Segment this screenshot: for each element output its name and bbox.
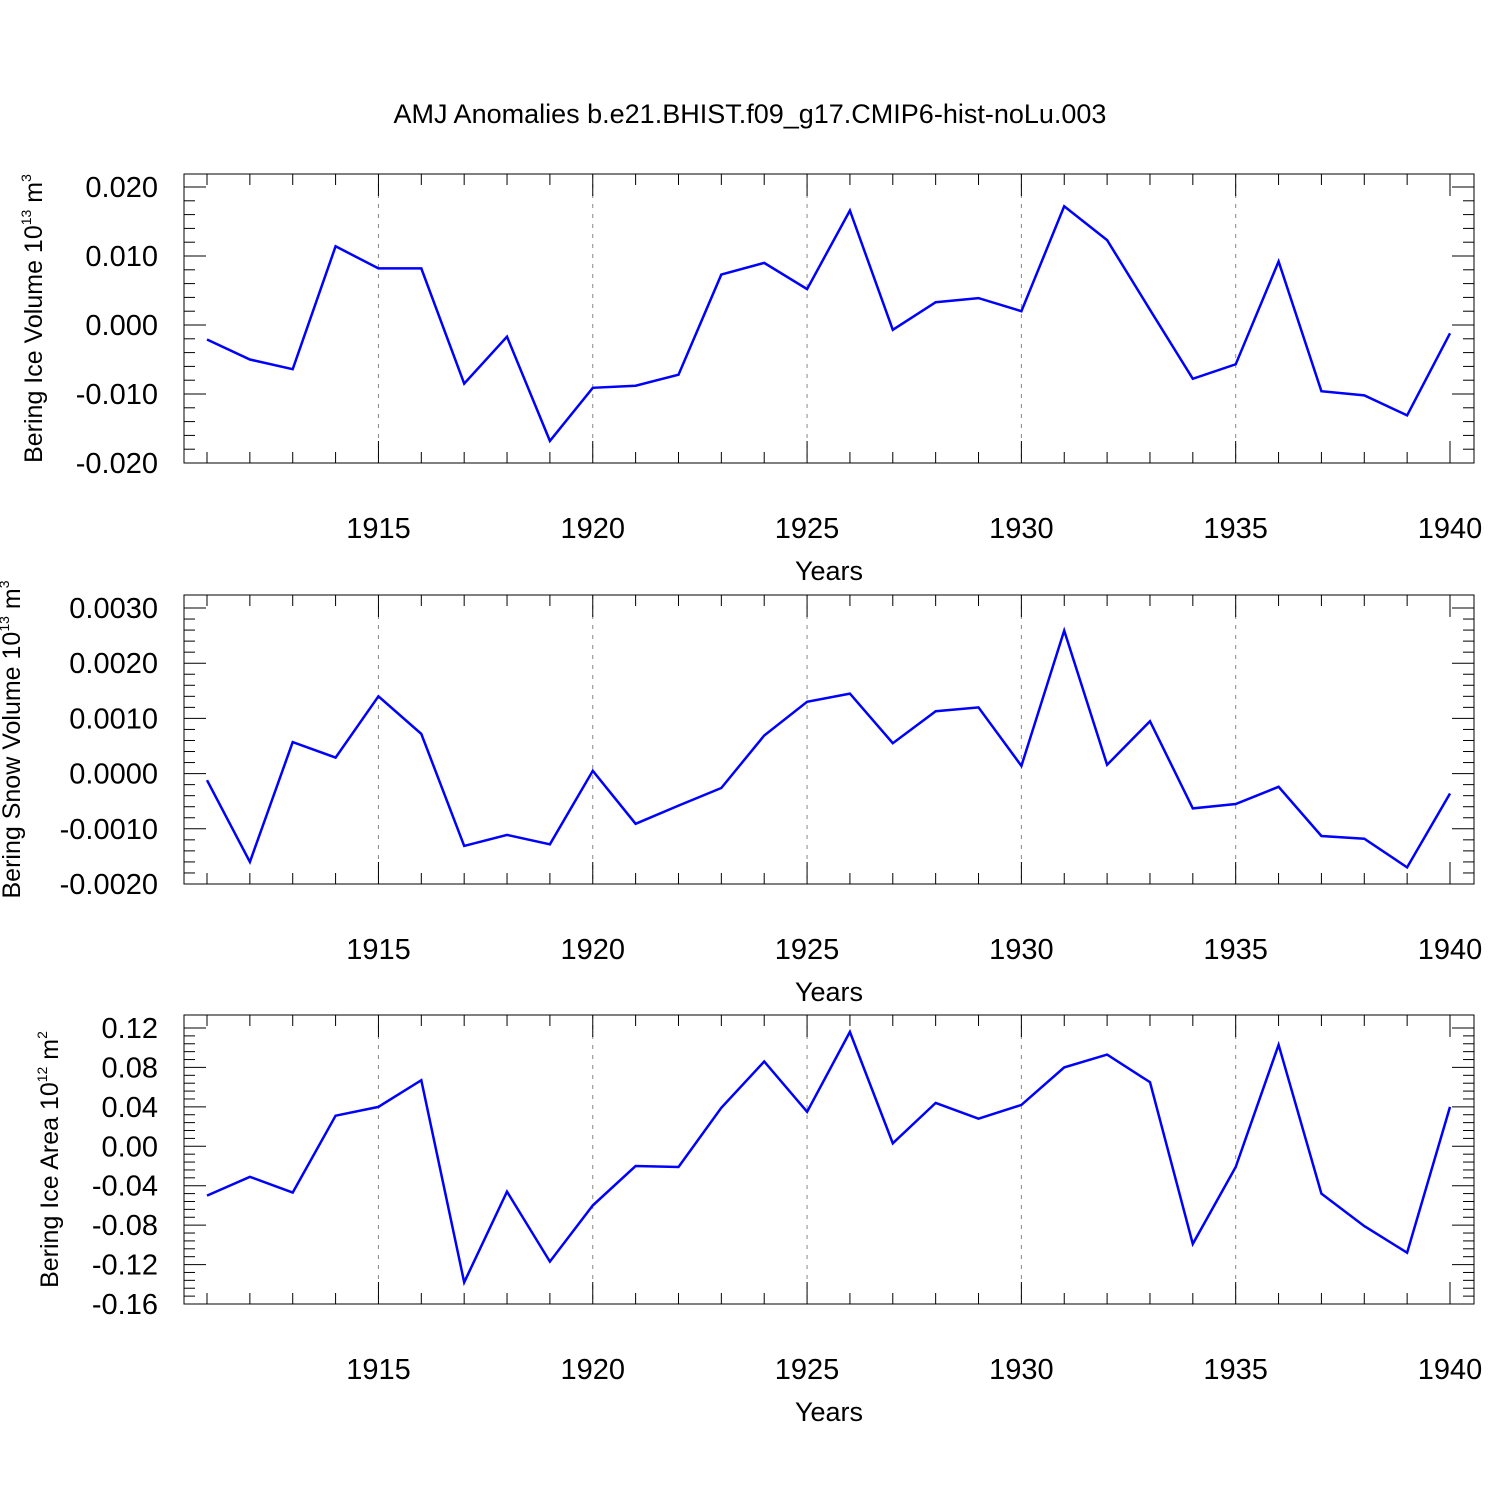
- chart-panel-1: -0.020 -0.010 0.000 0.010 0.020 1915 1920 1925 1…: [18, 172, 1482, 586]
- x-tick-label: 1930: [989, 934, 1054, 966]
- y-tick-label: 0.12: [102, 1013, 158, 1045]
- y-axis-label-text: Bering Ice Area 10: [36, 1082, 64, 1288]
- y-tick-label: 0.010: [85, 241, 158, 273]
- y-axis-label: Bering Ice Area 1012 m2: [34, 1031, 64, 1288]
- x-tick-label: 1925: [775, 934, 840, 966]
- series-line: [206, 1028, 1452, 1287]
- x-tick-label: 1915: [346, 934, 411, 966]
- y-tick-label: -0.12: [92, 1250, 158, 1282]
- series-line: [205, 626, 1452, 870]
- y-axis-label-superscript: 13: [0, 616, 12, 632]
- y-tick-label: -0.0010: [60, 814, 158, 846]
- y-tick-label: 0.020: [85, 172, 158, 204]
- x-tick-label: 1925: [775, 1354, 840, 1386]
- y-tick-label: -0.08: [92, 1210, 158, 1242]
- x-tick-label: 1935: [1203, 934, 1268, 966]
- y-axis-label: Bering Ice Volume 1013 m3: [18, 174, 48, 463]
- x-tick-label: 1930: [989, 1354, 1054, 1386]
- x-tick-label: 1925: [775, 513, 840, 545]
- y-axis-label-text: Bering Snow Volume 10: [0, 632, 26, 899]
- x-tick-label: 1915: [346, 513, 411, 545]
- y-axis-label: Bering Snow Volume 1013 m3: [0, 580, 26, 898]
- x-tick-label: 1935: [1203, 1354, 1268, 1386]
- x-axis-label: Years: [795, 977, 863, 1007]
- x-tick-label: 1940: [1418, 1354, 1483, 1386]
- y-tick-label: 0.000: [85, 310, 158, 342]
- x-tick-label: 1940: [1418, 513, 1483, 545]
- y-axis-label-text: m: [36, 1039, 64, 1067]
- y-tick-label: -0.0020: [60, 869, 158, 901]
- y-axis-label-superscript: 3: [18, 174, 34, 182]
- plot-frame: [183, 594, 1475, 885]
- y-tick-label: 0.0030: [69, 593, 158, 625]
- y-axis-label-superscript: 3: [0, 580, 12, 588]
- x-tick-label: 1940: [1418, 934, 1483, 966]
- y-tick-label: 0.0000: [69, 759, 158, 791]
- y-axis-label-superscript: 2: [34, 1031, 50, 1039]
- y-tick-label: 0.0010: [69, 703, 158, 735]
- x-axis-label: Years: [795, 556, 863, 586]
- y-tick-label: -0.010: [76, 379, 158, 411]
- y-axis-label-superscript: 12: [34, 1066, 50, 1082]
- y-tick-label: -0.04: [92, 1171, 158, 1203]
- y-axis-label-superscript: 13: [18, 209, 34, 225]
- plot-frame: [183, 173, 1475, 464]
- chart-panel-3: -0.16 -0.12 -0.08 -0.04 0.00 0.04 0.08 0.12 1915…: [34, 1013, 1482, 1427]
- y-tick-label: 0.00: [102, 1131, 158, 1163]
- plot-frame: [183, 1014, 1475, 1305]
- x-tick-label: 1920: [561, 513, 626, 545]
- chart-panel-2: -0.0020 -0.0010 0.0000 0.0010 0.0020 0.0030 19…: [0, 580, 1482, 1007]
- x-axis-label: Years: [795, 1397, 863, 1427]
- series-line: [206, 204, 1452, 444]
- y-axis-label-text: Bering Ice Volume 10: [20, 225, 48, 463]
- x-tick-label: 1915: [346, 1354, 411, 1386]
- figure-title: AMJ Anomalies b.e21.BHIST.f09_g17.CMIP6-…: [394, 99, 1107, 129]
- y-tick-label: -0.16: [92, 1289, 158, 1321]
- y-tick-label: -0.020: [76, 448, 158, 480]
- x-tick-label: 1935: [1203, 513, 1268, 545]
- panels: -0.020 -0.010 0.000 0.010 0.020 1915 1920 1925 1…: [0, 172, 1482, 1427]
- y-axis-label-text: m: [20, 182, 48, 210]
- y-tick-label: 0.0020: [69, 648, 158, 680]
- y-tick-label: 0.08: [102, 1052, 158, 1084]
- y-tick-label: 0.04: [102, 1092, 158, 1124]
- x-tick-label: 1920: [561, 1354, 626, 1386]
- x-tick-label: 1920: [561, 934, 626, 966]
- x-tick-label: 1930: [989, 513, 1054, 545]
- y-axis-label-text: m: [0, 588, 26, 616]
